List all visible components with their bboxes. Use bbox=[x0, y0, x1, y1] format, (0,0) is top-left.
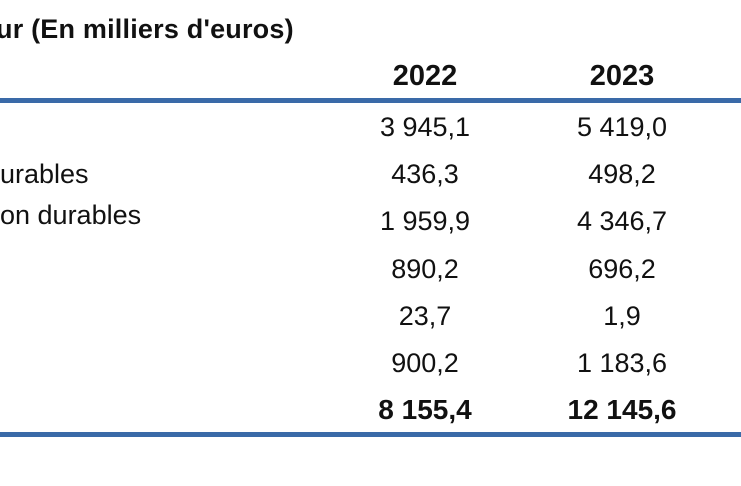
cell-2023: 1 183,6 bbox=[576, 348, 668, 378]
row-label: urables bbox=[0, 159, 89, 189]
cell-2022: 890,2 bbox=[391, 254, 459, 284]
cell-2022: 436,3 bbox=[391, 159, 459, 189]
header-rule bbox=[0, 98, 741, 103]
cell-2023: 1,9 bbox=[603, 301, 641, 331]
column-header-2023: 2023 bbox=[589, 60, 655, 92]
cell-2023: 696,2 bbox=[588, 254, 656, 284]
row-label: on durables bbox=[0, 200, 142, 230]
cell-2023: 5 419,0 bbox=[576, 112, 668, 142]
footer-rule bbox=[0, 432, 741, 437]
table-title: ur (En milliers d'euros) bbox=[0, 14, 294, 44]
cell-2023: 498,2 bbox=[588, 159, 656, 189]
column-header-2022: 2022 bbox=[392, 60, 458, 92]
total-2022: 8 155,4 bbox=[378, 394, 472, 425]
total-2023: 12 145,6 bbox=[567, 394, 677, 425]
cell-2022: 1 959,9 bbox=[379, 206, 471, 236]
cell-2023: 4 346,7 bbox=[576, 206, 668, 236]
cell-2022: 900,2 bbox=[391, 348, 459, 378]
cell-2022: 3 945,1 bbox=[379, 112, 471, 142]
cell-2022: 23,7 bbox=[398, 301, 452, 331]
